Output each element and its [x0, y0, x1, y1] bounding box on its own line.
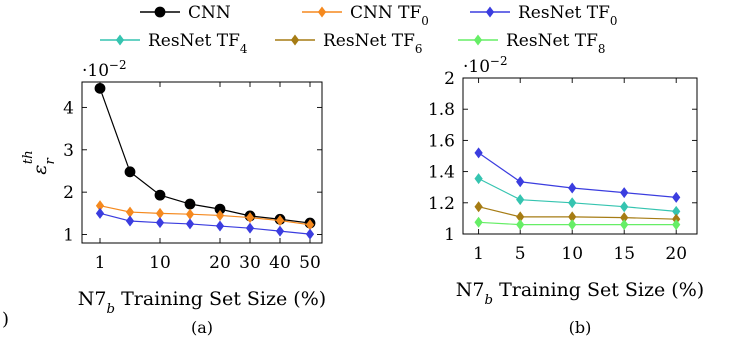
- y-tick-label: 1: [63, 226, 74, 246]
- data-point: [185, 218, 195, 230]
- series-resnet-tf: [474, 147, 681, 203]
- y-axis-label-text: εrth: [21, 150, 58, 174]
- data-point: [185, 208, 195, 220]
- x-tick-label: 30: [239, 253, 261, 273]
- legend: CNN CNN TF0 ResNet TF0 ResNet TF4 ResNet TF6…: [100, 3, 617, 56]
- data-point: [215, 220, 225, 232]
- data-point: [672, 219, 681, 231]
- series-line: [478, 152, 677, 198]
- stray-char: ): [2, 309, 9, 330]
- data-point: [125, 215, 135, 227]
- data-point: [474, 201, 483, 213]
- legend-marker: [485, 6, 495, 18]
- legend-marker: [154, 6, 166, 18]
- legend-marker: [473, 34, 483, 46]
- data-point: [672, 191, 681, 203]
- legend-label: ResNet TF6: [323, 31, 422, 56]
- panel-caption: (a): [191, 318, 213, 337]
- series-resnet-tf: [95, 207, 315, 240]
- x-tick-label: 15: [613, 244, 635, 264]
- legend-marker: [290, 34, 300, 46]
- data-point: [620, 201, 629, 213]
- legend-entry-resnet-tf: ResNet TF0: [470, 3, 617, 28]
- x-tick-label: 1: [473, 244, 484, 264]
- plot-frame: [462, 77, 698, 235]
- series-resnet-tf: [474, 216, 681, 231]
- y-tick-label: 2: [444, 69, 455, 89]
- data-point: [568, 182, 577, 194]
- legend-label: ResNet TF4: [148, 31, 247, 56]
- legend-marker: [317, 6, 327, 18]
- series-line: [99, 88, 311, 224]
- data-point: [474, 173, 483, 185]
- y-tick-label: 1.2: [428, 194, 455, 214]
- legend-entry-resnet-tf: ResNet TF6: [275, 31, 422, 56]
- y-tick-label: 1: [444, 225, 455, 245]
- series-line: [478, 221, 677, 226]
- data-point: [94, 82, 106, 94]
- y-multiplier: ·10−2: [463, 54, 508, 77]
- data-point: [95, 207, 105, 219]
- data-point: [474, 147, 483, 159]
- y-tick-label: 4: [63, 98, 74, 118]
- legend-entry-resnet-tf: ResNet TF4: [100, 31, 247, 56]
- data-point: [275, 215, 285, 227]
- series-cnn-tf: [95, 200, 315, 231]
- data-point: [568, 197, 577, 209]
- data-point: [245, 212, 255, 224]
- legend-label: ResNet TF8: [506, 31, 605, 56]
- y-multiplier: ·10−2: [82, 58, 127, 81]
- series-line: [99, 212, 311, 235]
- data-point: [516, 194, 525, 206]
- data-point: [516, 219, 525, 231]
- data-point: [305, 228, 315, 240]
- legend-label: CNN: [188, 3, 231, 23]
- legend-marker: [115, 34, 125, 46]
- data-point: [154, 189, 166, 201]
- y-tick-label: 1.4: [428, 163, 455, 183]
- x-tick-label: 20: [209, 253, 231, 273]
- y-tick-label: 3: [63, 141, 74, 161]
- y-tick-label: 2: [63, 183, 74, 203]
- x-tick-label: 40: [269, 253, 291, 273]
- x-axis-label: N7b Training Set Size (%): [78, 288, 326, 317]
- x-tick-label: 10: [561, 244, 583, 264]
- legend-entry-cnn: CNN: [140, 3, 231, 23]
- series-resnet-tf: [474, 173, 681, 217]
- x-tick-label: 5: [515, 244, 526, 264]
- plot-frame: [81, 81, 323, 244]
- panel-caption: (b): [569, 318, 592, 337]
- y-tick-label: 1.6: [428, 131, 455, 151]
- series-cnn: [94, 82, 316, 229]
- data-point: [568, 219, 577, 231]
- x-axis-label: N7b Training Set Size (%): [456, 279, 704, 308]
- panel-a: 1 2 3 4 1 10 20 30 40 50 ·10−2 N7b Training Set Siz…: [21, 58, 326, 337]
- data-point: [215, 209, 225, 221]
- series-resnet-tf: [474, 201, 681, 225]
- data-point: [184, 198, 196, 210]
- data-point: [155, 217, 165, 229]
- data-point: [275, 225, 285, 237]
- data-point: [155, 207, 165, 219]
- legend-entry-resnet-tf: ResNet TF8: [458, 31, 605, 56]
- y-axis-label: εrth: [21, 150, 58, 174]
- data-point: [245, 222, 255, 234]
- x-tick-label: 1: [95, 253, 106, 273]
- data-point: [620, 219, 629, 231]
- x-tick-label: 10: [149, 253, 171, 273]
- legend-label: CNN TF0: [350, 3, 429, 28]
- legend-label: ResNet TF0: [518, 3, 617, 28]
- data-point: [474, 216, 483, 228]
- data-point: [620, 187, 629, 199]
- data-point: [516, 176, 525, 188]
- x-tick-label: 50: [299, 253, 321, 273]
- x-tick-label: 20: [665, 244, 687, 264]
- y-tick-label: 1.8: [428, 100, 455, 120]
- series-line: [99, 205, 311, 226]
- data-point: [124, 166, 136, 178]
- legend-entry-cnn-tf: CNN TF0: [302, 3, 429, 28]
